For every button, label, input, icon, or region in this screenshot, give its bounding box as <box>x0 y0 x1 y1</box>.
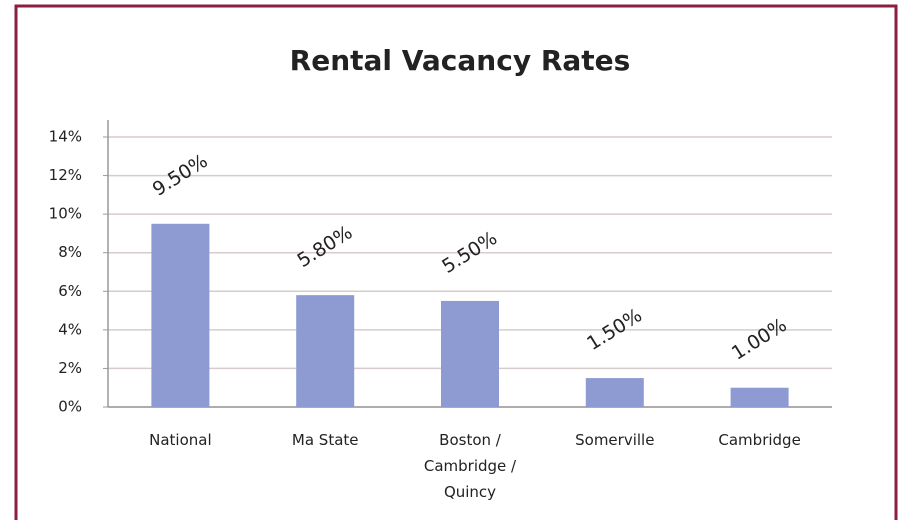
x-tick-label: Cambridge <box>718 431 800 449</box>
y-tick-label: 2% <box>58 359 82 377</box>
y-tick-label: 14% <box>49 128 82 146</box>
frame <box>14 4 898 520</box>
bar <box>730 387 789 407</box>
y-tick-label: 4% <box>58 320 82 338</box>
y-tick-label: 0% <box>58 398 82 416</box>
x-tick-label: Boston / Cambridge / Quincy <box>424 431 517 501</box>
x-tick-label: National <box>149 431 212 449</box>
bar <box>441 300 499 407</box>
bar <box>585 378 644 407</box>
y-tick-label: 12% <box>49 166 82 184</box>
x-tick-label: Ma State <box>292 431 359 449</box>
chart-title: Rental Vacancy Rates <box>290 44 631 77</box>
y-axis-labels: 0% 2% 4% 6% 8% 10% 12% 14% <box>49 128 82 416</box>
bar <box>296 295 355 407</box>
x-tick-label: Somerville <box>575 431 654 449</box>
bar <box>151 223 210 407</box>
y-tick-label: 6% <box>58 282 82 300</box>
y-tick-label: 10% <box>49 205 82 223</box>
y-tick-label: 8% <box>58 243 82 261</box>
